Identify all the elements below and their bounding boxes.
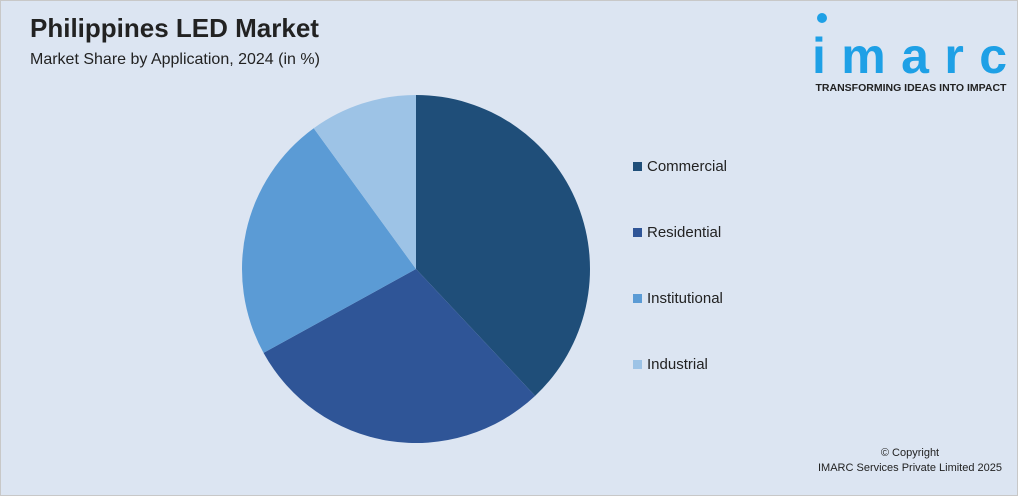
legend-swatch xyxy=(633,162,642,171)
copyright: IMARC Services Private Limited 2025 xyxy=(818,462,1002,474)
legend-label: Commercial xyxy=(647,158,727,175)
chart-title: Philippines LED Market xyxy=(30,13,319,43)
chart-subtitle: Market Share by Application, 2024 (in %) xyxy=(30,51,320,68)
pie-slice xyxy=(242,128,416,353)
legend-label: Residential xyxy=(647,224,721,241)
pie-slice xyxy=(263,269,536,444)
legend-label: Institutional xyxy=(647,290,723,307)
legend-swatch xyxy=(633,228,642,237)
legend-label: Industrial xyxy=(647,356,708,373)
copyright: © Copyright xyxy=(881,447,939,459)
pie-slice xyxy=(416,95,591,396)
logo-dot xyxy=(817,13,827,23)
legend-swatch xyxy=(633,294,642,303)
tagline: TRANSFORMING IDEAS INTO IMPACT xyxy=(816,82,1008,94)
pie-slice xyxy=(313,95,416,269)
legend-swatch xyxy=(633,360,642,369)
